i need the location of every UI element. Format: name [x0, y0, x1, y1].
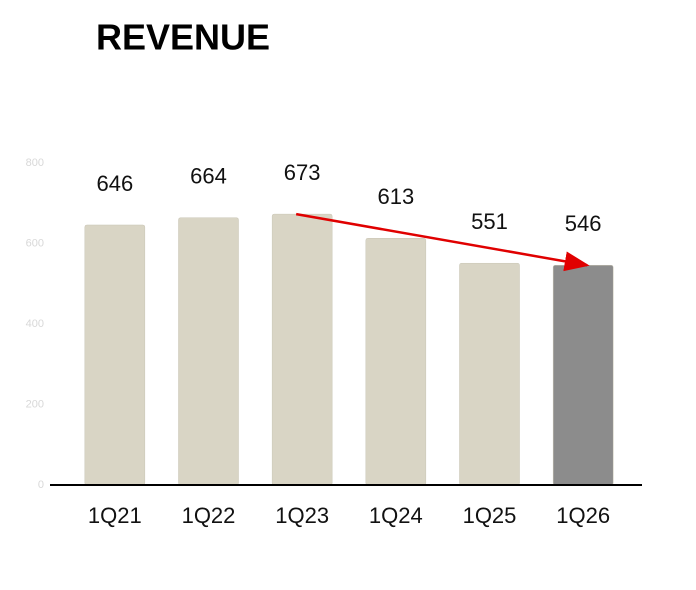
- bar: [271, 213, 333, 486]
- x-tick-label: 1Q26: [556, 503, 610, 528]
- bar: [552, 264, 614, 486]
- bar: [84, 224, 146, 486]
- value-label: 613: [377, 184, 414, 209]
- trend-arrow: [295, 212, 590, 272]
- x-tick-label: 1Q25: [463, 503, 517, 528]
- bar: [365, 238, 427, 486]
- value-label: 546: [565, 211, 602, 236]
- x-tick-label: 1Q24: [369, 503, 423, 528]
- y-tick-label: 0: [38, 479, 44, 491]
- bar: [459, 262, 520, 486]
- x-tick-label: 1Q22: [182, 503, 236, 528]
- chart-title: REVENUE: [96, 17, 270, 58]
- value-label: 664: [190, 164, 227, 189]
- value-label: 646: [96, 171, 133, 196]
- y-tick-label: 800: [26, 157, 44, 169]
- y-tick-label: 200: [26, 398, 44, 410]
- x-tick-label: 1Q23: [275, 503, 329, 528]
- value-label: 673: [284, 160, 321, 185]
- y-tick-label: 600: [26, 237, 44, 249]
- bar: [178, 217, 239, 486]
- y-tick-label: 400: [26, 318, 44, 330]
- x-tick-label: 1Q21: [88, 503, 142, 528]
- value-label: 551: [471, 209, 508, 234]
